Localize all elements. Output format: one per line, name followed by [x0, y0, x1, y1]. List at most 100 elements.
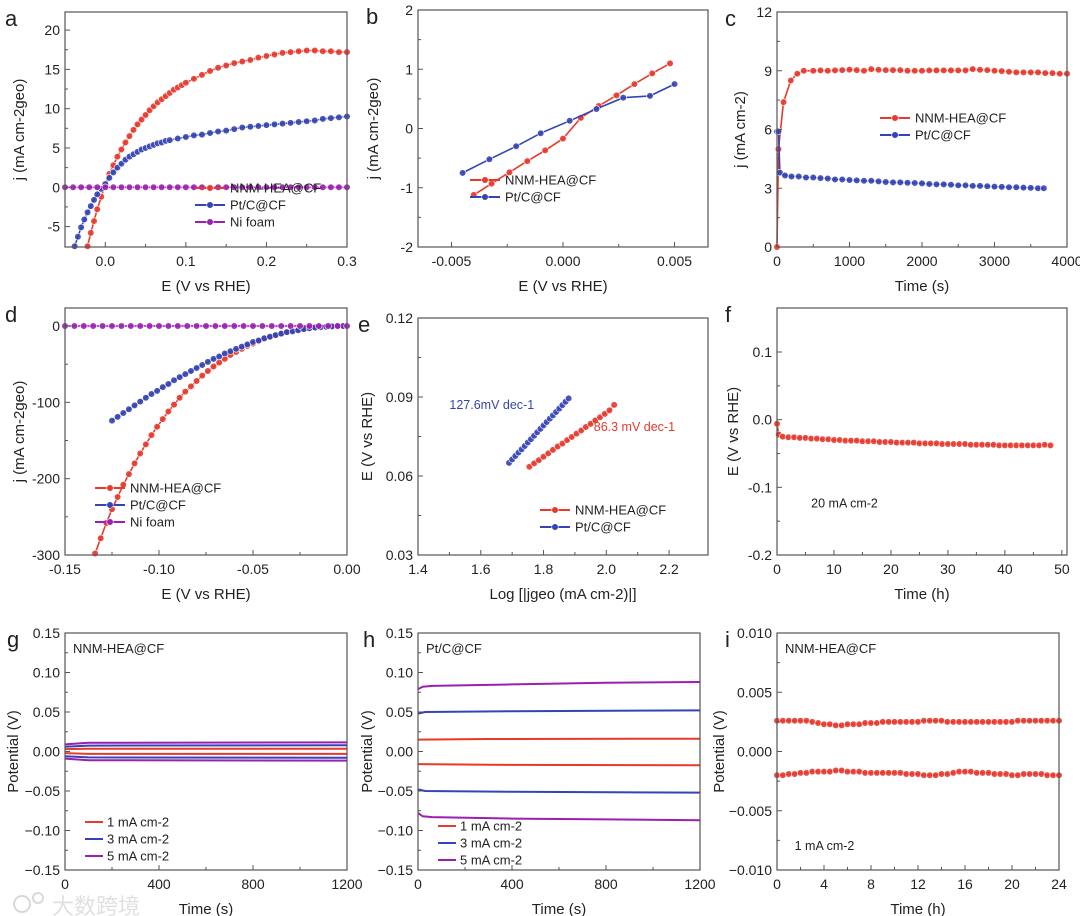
data-point	[311, 46, 319, 55]
data-point	[303, 183, 311, 191]
x-tick-label: 0.000	[545, 253, 580, 269]
data-point	[648, 69, 656, 77]
data-point	[240, 322, 248, 330]
legend-label: Ni foam	[230, 215, 275, 230]
data-point	[967, 768, 975, 776]
x-tick-label: 400	[147, 876, 171, 892]
data-point	[976, 66, 984, 74]
annotation: 127.6mV dec-1	[449, 398, 534, 412]
legend-label: 5 mA cm-2	[107, 849, 169, 864]
x-tick-label: 2.2	[659, 561, 679, 577]
plot-frame	[64, 307, 348, 556]
panel-i: 0 4 8 12 16 20 24 −0.010 −0.005 0.000 0.005 0.010 Ti…	[711, 625, 1067, 916]
data-point	[932, 771, 940, 779]
panel-g: 0 400 800 1200 −0.15 −0.10 −0.05 0.00 0.05 0.10 0.…	[5, 625, 363, 916]
data-point	[238, 183, 246, 191]
legend-label: NNM-HEA@CF	[575, 503, 666, 518]
legend: NNM-HEA@CF Pt/C@CF Ni foam	[195, 181, 321, 230]
data-point	[113, 153, 121, 161]
y-tick-label: 0.05	[386, 704, 413, 720]
y-tick-label: -0.2	[748, 547, 772, 563]
data-point	[129, 126, 138, 134]
legend-marker	[551, 506, 559, 514]
data-point	[270, 50, 279, 59]
legend-label: 3 mA cm-2	[107, 832, 169, 847]
legend-item: NNM-HEA@CF	[195, 181, 321, 196]
data-point	[998, 183, 1006, 191]
data-point	[874, 177, 883, 185]
plot-title: Pt/C@CF	[426, 641, 482, 656]
x-tick-label: 1200	[331, 876, 362, 892]
data-point	[918, 67, 926, 75]
x-tick-label: 20	[1004, 876, 1020, 892]
data-point	[787, 172, 796, 181]
y-tick-label: 3	[764, 180, 772, 196]
data-point	[121, 138, 130, 147]
y-tick-label: 0	[52, 179, 60, 195]
data-point	[334, 322, 342, 330]
data-point	[911, 67, 919, 75]
data-point	[147, 431, 156, 439]
data-point	[91, 549, 99, 558]
data-point	[182, 183, 190, 191]
plot-frame	[776, 632, 1060, 871]
data-point	[1012, 68, 1020, 76]
plot-frame	[417, 317, 709, 556]
y-axis-label: Potential (V)	[711, 710, 728, 793]
data-point	[335, 48, 343, 56]
data-point	[838, 66, 846, 74]
data-point	[838, 766, 846, 775]
series-pt-c-cf	[71, 112, 351, 250]
legend-label: 1 mA cm-2	[460, 819, 522, 834]
data-point	[311, 183, 319, 191]
data-point	[198, 131, 206, 139]
data-point	[125, 470, 133, 478]
series-pt-c-cf	[459, 80, 679, 177]
y-tick-label: -5	[48, 219, 61, 235]
panel-b: -0.005 0.000 0.005 -2 -1 0 1 2 E (V vs RHE) j (mA…	[365, 2, 709, 295]
legend-item: NNM-HEA@CF	[470, 173, 596, 188]
data-point	[187, 382, 195, 390]
data-point	[619, 94, 627, 102]
series-cathodic	[773, 766, 1063, 779]
data-point	[779, 98, 788, 106]
data-point	[896, 178, 904, 186]
plot-frame	[417, 9, 709, 248]
legend-item: Pt/C@CF	[195, 198, 286, 213]
data-point	[315, 322, 323, 330]
y-axis-label: Potential (V)	[5, 710, 22, 793]
data-point	[831, 66, 839, 74]
y-tick-label: 0.0	[753, 412, 773, 428]
legend-item: Ni foam	[95, 515, 175, 530]
x-axis-label: E (V vs RHE)	[161, 278, 250, 295]
x-tick-label: 50	[1054, 561, 1070, 577]
legend-marker	[891, 114, 899, 122]
y-axis-label: j (mA cm-2geo)	[11, 79, 28, 182]
legend: NNM-HEA@CF Pt/C@CF	[880, 111, 1006, 143]
data-point	[940, 180, 948, 188]
data-point	[860, 67, 868, 75]
data-point	[867, 65, 875, 73]
series-ni-foam	[61, 322, 351, 330]
data-point	[937, 717, 946, 725]
data-point	[976, 182, 984, 190]
x-tick-label: 10	[826, 561, 842, 577]
data-point	[119, 409, 127, 417]
data-point	[268, 322, 276, 330]
y-tick-label: 0	[52, 318, 60, 334]
data-point	[136, 449, 144, 458]
data-point	[537, 129, 545, 137]
data-point	[147, 390, 156, 398]
data-point	[136, 397, 144, 406]
data-point	[108, 322, 116, 330]
x-tick-label: 0	[773, 561, 781, 577]
data-point	[221, 322, 229, 330]
data-point	[826, 768, 834, 776]
data-point	[176, 394, 184, 402]
panel-label: d	[5, 302, 17, 327]
data-point	[1037, 770, 1045, 778]
data-point	[209, 362, 218, 371]
data-point	[254, 183, 262, 191]
data-point	[505, 168, 514, 176]
